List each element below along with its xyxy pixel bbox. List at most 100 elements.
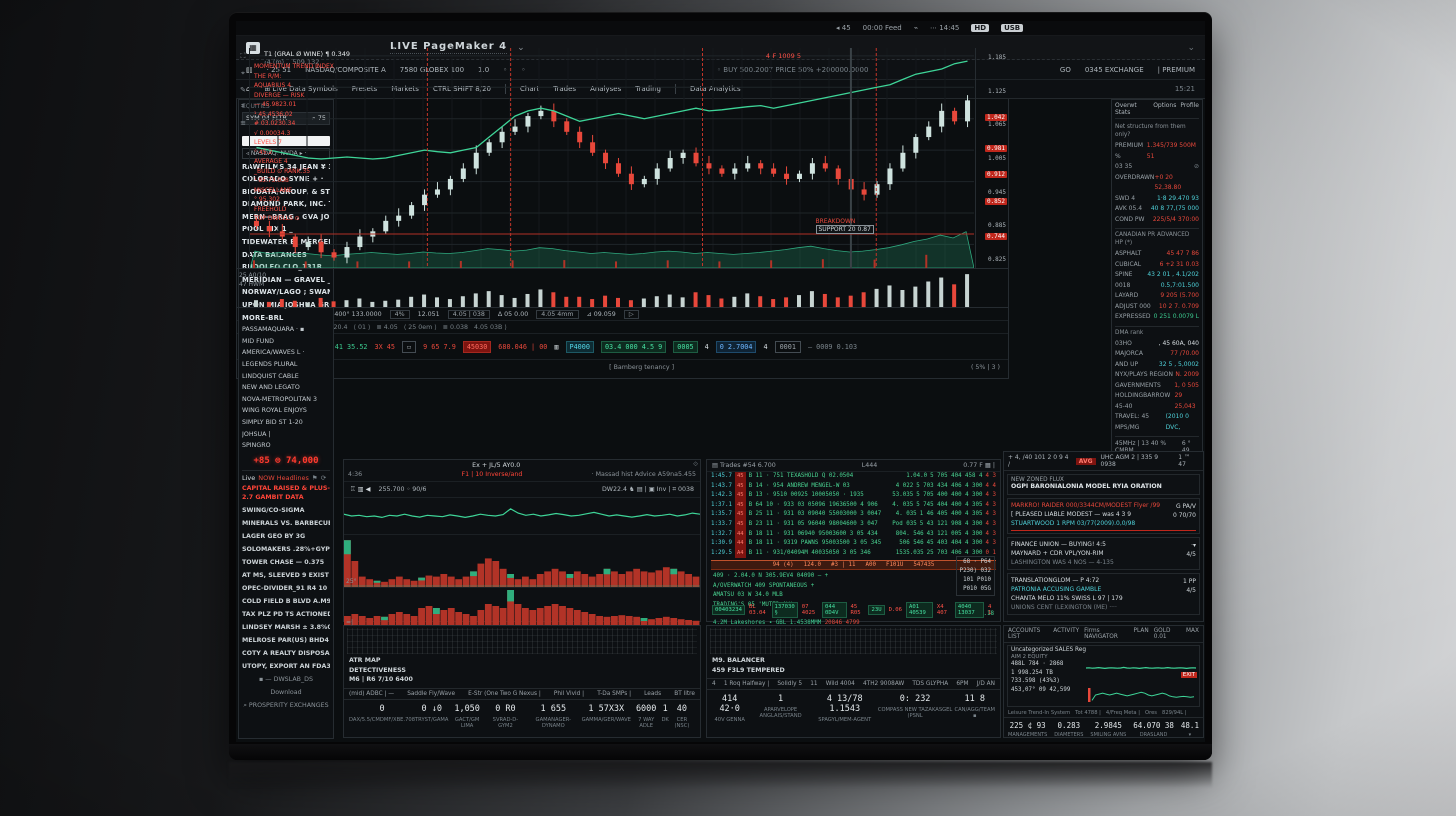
scroll-segment[interactable]: 4% bbox=[389, 309, 410, 319]
chart-scrollbar[interactable]: 25 A15:00⟨ 1.01.03 ⟩400° 133.00004%12.05… bbox=[237, 308, 1008, 321]
mini-footer-item[interactable]: 4/Freq Meta | bbox=[1105, 710, 1141, 716]
quote-row[interactable]: MAJORCA 77 /70.00 bbox=[1115, 349, 1199, 360]
status-chip[interactable]: 4 bbox=[763, 342, 768, 351]
mini-header-item[interactable]: GOLD 0.01 bbox=[1153, 628, 1171, 640]
trade-chip[interactable]: 4 1 bbox=[988, 604, 992, 616]
os-item[interactable]: 00:00 Feed bbox=[862, 24, 902, 32]
status-chip[interactable]: 0001 bbox=[774, 340, 801, 353]
quote-row[interactable]: GAVERNMENTS 1, 0 505 bbox=[1115, 381, 1199, 392]
watchlist-row[interactable]: AMERICA/WAVES L · bbox=[242, 349, 305, 357]
menu-item[interactable]: Markets bbox=[391, 85, 419, 93]
mini-footer-item[interactable]: Leisure Trend-In System bbox=[1008, 710, 1071, 716]
menu-item[interactable]: Presets bbox=[351, 85, 378, 93]
quote-row[interactable]: COND PW 225/5/4 370:00 bbox=[1115, 215, 1199, 226]
stats-col-header[interactable]: 11 bbox=[810, 681, 818, 687]
watchlist-row[interactable]: WING ROYAL ENJOYS bbox=[242, 407, 307, 415]
range-segment[interactable]: ≣ 220.4 bbox=[322, 323, 348, 331]
window-menu-icon[interactable]: ⌄ bbox=[1187, 42, 1195, 53]
quote-row[interactable]: OVERDRAWN +0 20 52,38.80 bbox=[1115, 173, 1199, 194]
os-item[interactable]: ◂ 45 bbox=[836, 24, 851, 32]
fit-icon[interactable]: ⛶ bbox=[240, 52, 246, 60]
news-card[interactable]: TRANSLATIONGLOM — P 4:72 PATRONIA ACCUSIN… bbox=[1007, 572, 1200, 615]
status-chip[interactable]: 45030 bbox=[462, 340, 492, 353]
toolbar-right-item[interactable]: GO bbox=[1059, 65, 1071, 74]
stats-col-header[interactable]: Solidly 5 bbox=[777, 681, 803, 687]
status-chip[interactable]: 9 65 7.9 bbox=[423, 342, 456, 351]
menu-item-analytics[interactable]: Data Analytics bbox=[689, 85, 741, 93]
candlestick-plot[interactable]: T1 ⟨GRAL Ø WINE⟩ ¶ 0.349 ‹4 ⟨m⟩ ,, 509.13… bbox=[250, 48, 975, 268]
news-headline[interactable]: UTOPY, EXPORT AN FDA3 bbox=[242, 662, 330, 670]
status-chip[interactable]: 03 38 41 35.52 bbox=[310, 342, 368, 351]
trade-chip[interactable]: 044 0D4V bbox=[821, 602, 847, 618]
trade-row[interactable]: 1:45.7 45 B 11 · 751 TEXASHOLD Q 02.0504 1.… bbox=[707, 472, 1000, 482]
trade-chip[interactable]: D.06 bbox=[888, 607, 903, 613]
trade-row[interactable]: 1:43.7 45 B 14 · 954 ANDREW MENGEL-W 03 4 0… bbox=[707, 481, 1000, 492]
quote-tab[interactable]: Options bbox=[1153, 102, 1177, 109]
watchlist-row[interactable]: MORE-BRL bbox=[242, 313, 284, 322]
mini-header-item[interactable]: PLAN bbox=[1133, 628, 1149, 634]
trade-chip[interactable]: 45 R05 bbox=[850, 604, 861, 616]
news-headline[interactable]: SWING/CO-SIGMA bbox=[242, 506, 305, 514]
sidebar-footer-item[interactable]: ▪ — DWSLAB_DS bbox=[259, 675, 313, 683]
stats-col-header[interactable]: Leads bbox=[644, 690, 662, 697]
quote-row[interactable]: TRAVEL: 45 MPS/MG (2010 0 DVC, bbox=[1115, 412, 1199, 433]
stats-col-header[interactable]: (mid) ADBC | — bbox=[349, 690, 395, 697]
os-item[interactable]: USB bbox=[1001, 24, 1024, 32]
quote-row[interactable]: EXPRESSED 0 251 0.0079 L bbox=[1115, 312, 1199, 323]
trade-chip[interactable]: BL 03.04 bbox=[748, 604, 766, 616]
watchlist-row[interactable]: BIODATA/GROUP, & STERN bbox=[242, 187, 330, 196]
quote-row[interactable]: LAYARD 9 205 (5.700 bbox=[1115, 291, 1199, 302]
status-chip[interactable]: 03.4 000 4.5 9 bbox=[600, 340, 667, 353]
mini-header-item[interactable]: ACTIVITY bbox=[1053, 628, 1080, 634]
toolbar-quote-item[interactable]: · 25 51 bbox=[266, 65, 292, 74]
status-chip[interactable]: 3X 45 bbox=[374, 342, 395, 351]
menu-tab[interactable]: Chart bbox=[520, 85, 540, 93]
flag-icon[interactable]: ⚑ bbox=[311, 473, 318, 482]
quote-row[interactable]: ADJUST 000 10 2 7. 0.709 bbox=[1115, 302, 1199, 313]
panel2-corner-icon[interactable]: ⟐ bbox=[693, 461, 698, 468]
news-card[interactable]: FINANCE UNION — BUYING! 4:5 MAYNARD + CDR… bbox=[1007, 536, 1200, 570]
quote-row[interactable]: NYX/PLAYS REGION N. 2009 bbox=[1115, 370, 1199, 381]
news-headline[interactable]: AT MS, SLEEVED 9 EXIST bbox=[242, 571, 329, 579]
trade-row[interactable]: 1:33.7 45 B 23 11 · 931 05 96040 98004600 … bbox=[707, 519, 1000, 530]
watchlist-row[interactable]: PASSAMAQUARA · ▪ bbox=[242, 326, 305, 334]
trade-chip[interactable]: 23U bbox=[868, 605, 885, 615]
range-segments[interactable]: ⟨ 05.4 ⟩≣ 14.02⟨ 9 ⟩≣ 220.4⟨ 01 ⟩≣ 4.05⟨… bbox=[237, 321, 1008, 334]
watchlist-row[interactable]: LEGENDS PLURAL bbox=[242, 361, 298, 368]
quote-row[interactable]: HOLDINGBARROW 45-40 29 25,043 bbox=[1115, 391, 1199, 412]
stats-col-header[interactable]: 4TH2 9008AW bbox=[862, 681, 905, 687]
trade-row[interactable]: 1:29.5 A4 B 11 · 931/04094M 40035050 3 05 … bbox=[707, 548, 1000, 559]
panel2-hist-b[interactable]: =| bbox=[344, 588, 700, 629]
sidebar-footer-item[interactable]: ⌕ PROSPERITY EXCHANGES bbox=[243, 701, 329, 709]
range-segment[interactable]: ≣ 0.038 bbox=[442, 323, 469, 331]
scroll-segment[interactable]: ⊿ 09.059 bbox=[586, 310, 616, 318]
pencil-icon[interactable]: ✎ bbox=[240, 86, 246, 94]
trade-row[interactable]: 1:37.1 45 B 64 10 · 933 03 05096 19636500 … bbox=[707, 500, 1000, 511]
watchlist-row[interactable]: MERIDIAN — GRAVEL _ bbox=[242, 275, 330, 284]
stats-col-header[interactable]: 4 bbox=[712, 681, 716, 687]
quote-row[interactable]: 0018 0.5,7:01.500 bbox=[1115, 281, 1199, 292]
panel2-hist-a[interactable]: 25° bbox=[344, 535, 700, 588]
scroll-segment[interactable]: Δ 05 0.00 bbox=[497, 310, 529, 318]
trade-chip[interactable]: 137030 § bbox=[771, 602, 798, 618]
stats-col-header[interactable]: J/D AN bbox=[976, 681, 995, 687]
news-headline[interactable]: TOWER CHASE — 0.375 bbox=[242, 558, 325, 566]
watchlist-row[interactable]: TIDEWATER E, MERGERS bbox=[242, 238, 330, 247]
watchlist-row[interactable]: DIAMOND PARK, INC. TOPED bbox=[242, 200, 330, 209]
watchlist-row[interactable]: MERN—BRAG , GVA JONES bbox=[242, 212, 330, 221]
quote-row[interactable]: SPINE 43 2 01 , 4.1/202 bbox=[1115, 270, 1199, 281]
panel2-right-tools[interactable]: DW22.4 ♞ ▤ | ▣ Inv | ⌗ 0038 bbox=[601, 485, 694, 493]
watchlist-row[interactable]: RUDOLFO CLO_131R bbox=[242, 261, 330, 274]
news-headline[interactable]: MINERALS VS. BARBECUE bbox=[242, 519, 330, 527]
trade-row[interactable]: 1:32.7 44 B 18 11 · 931 06940 95003600 3 0… bbox=[707, 529, 1000, 540]
trade-chip[interactable]: 07 4025 bbox=[801, 604, 816, 616]
stats-col-header[interactable]: TDS GLYPHA bbox=[912, 681, 949, 687]
news-headline[interactable]: OPEC-DIVIDER_91 R4 10 bbox=[242, 584, 328, 592]
os-item[interactable]: HD bbox=[971, 24, 990, 32]
quote-tab[interactable]: Profile bbox=[1180, 102, 1199, 109]
watchlist-row[interactable]: SIMPLY BID ST 1-20 bbox=[242, 418, 303, 426]
quote-row[interactable]: CUBICAL 6 +2 31 0.03 bbox=[1115, 260, 1199, 271]
refresh-icon[interactable]: ⟳ bbox=[320, 473, 327, 482]
news-headline[interactable]: COTY A REALTY DISPOSAL bbox=[242, 649, 330, 657]
stats-col-header[interactable]: Wild 4004 bbox=[825, 681, 855, 687]
